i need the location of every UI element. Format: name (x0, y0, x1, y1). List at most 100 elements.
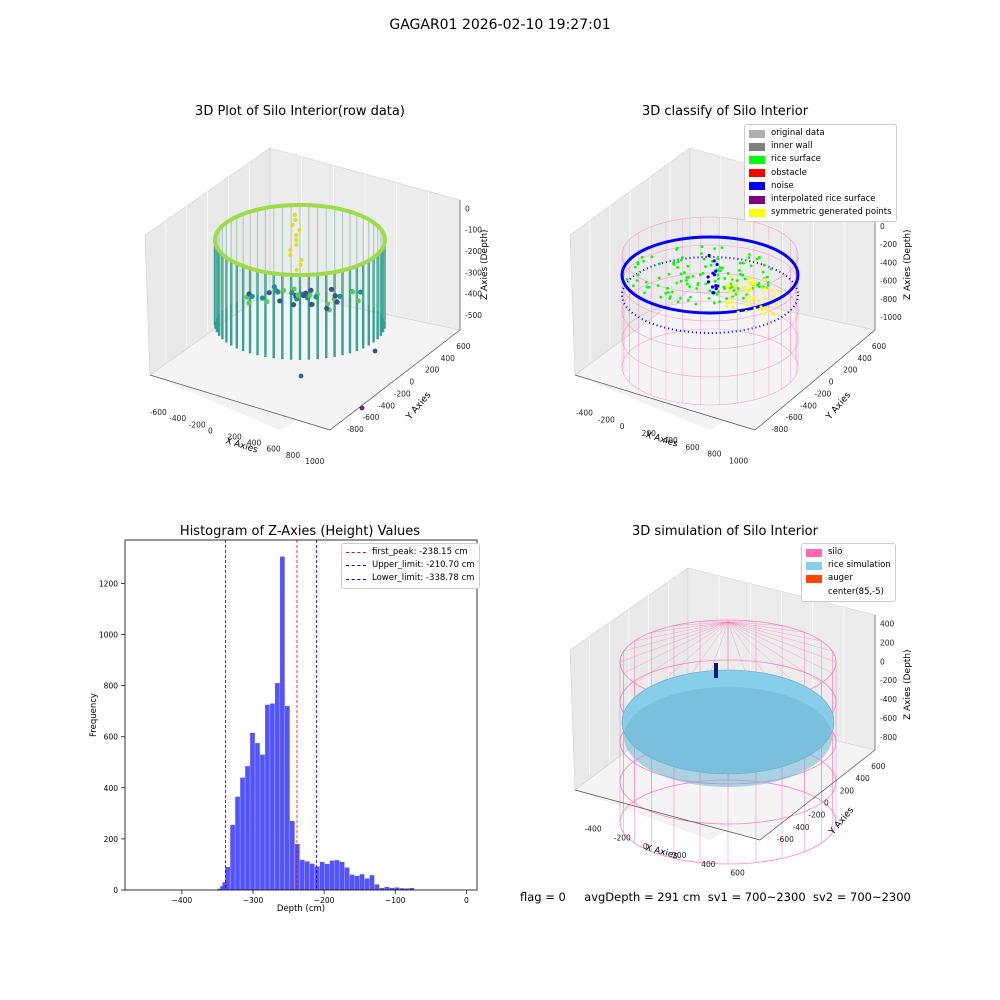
symmetric-point (746, 289, 749, 292)
floor-point (358, 289, 363, 294)
panel2-title: 3D classify of Silo Interior (575, 104, 875, 119)
histogram-bar (275, 683, 280, 890)
y-tick-label: -800 (771, 425, 788, 434)
rice-surface-point (762, 271, 765, 274)
auger-marker (714, 663, 718, 678)
y-tick-label: 200 (104, 835, 119, 844)
x-tick-label: -200 (614, 833, 631, 842)
floor-point (329, 287, 334, 292)
floor-point (264, 299, 269, 304)
symmetric-point (750, 283, 753, 286)
legend-item-lower-limit: Lower_limit: -338.78 cm (346, 572, 475, 585)
noise-point (708, 254, 711, 257)
rice-surface-point (738, 269, 741, 272)
rice-surface-point (713, 302, 716, 305)
floor-point (272, 284, 277, 289)
x-tick-label: 0 (620, 422, 625, 431)
x-tick-label: 600 (730, 869, 745, 878)
rice-surface-point (725, 297, 728, 300)
histogram-bar (265, 705, 270, 890)
symmetric-point (731, 305, 734, 308)
symmetric-point (742, 286, 745, 289)
rice-surface-point (742, 297, 745, 300)
symmetric-point (745, 310, 748, 313)
histogram-bar (365, 879, 370, 890)
rice-surface-point (718, 300, 721, 303)
y-tick-label: -600 (786, 413, 803, 422)
symmetric-point (763, 278, 766, 281)
histogram-bar (240, 778, 245, 890)
z-tick-label: 400 (880, 620, 895, 629)
symmetric-point (730, 301, 733, 304)
histogram-bar (385, 887, 390, 890)
histogram-bar (230, 825, 235, 890)
histogram-bar (310, 864, 315, 890)
rice-surface-point (723, 277, 726, 280)
rice-surface-point (767, 284, 770, 287)
rice-surface-point (689, 296, 692, 299)
histogram-bar (330, 861, 335, 890)
histogram-bar (355, 876, 360, 890)
floor-point (309, 302, 314, 307)
outlier-point (373, 349, 378, 354)
rice-surface-point (756, 258, 759, 261)
floor-point (325, 301, 330, 306)
outlier-point (299, 374, 304, 379)
rice-surface-point (668, 273, 671, 276)
histogram-bar (235, 797, 240, 890)
panel1-3d-scatter: -600-400-20002004006008001000-800-600-40… (130, 130, 500, 470)
noise-point (714, 284, 717, 287)
column-point (297, 228, 301, 232)
histogram-bar (340, 862, 345, 890)
legend-item-first-peak: first_peak: -238.15 cm (346, 546, 475, 559)
z-tick-label: 0 (880, 657, 885, 666)
floor-point (301, 293, 306, 298)
panel1-title: 3D Plot of Silo Interior(row data) (150, 104, 450, 119)
y-tick-label: 600 (871, 762, 886, 771)
rice-surface-point (748, 256, 751, 259)
rice-surface-point (695, 287, 698, 290)
column-point (288, 253, 292, 257)
y-tick-label: 1000 (99, 631, 118, 640)
rice-surface-point (680, 259, 683, 262)
floor-point (275, 289, 280, 294)
floor-point (291, 302, 296, 307)
column-point (299, 258, 303, 262)
rice-surface-point (675, 248, 678, 251)
panel4-zlabel: Z Axies (Depth) (903, 649, 913, 720)
symmetric-point (778, 290, 781, 293)
rice-surface-point (688, 285, 691, 288)
y-tick-label: 600 (872, 342, 887, 351)
y-tick-label: 200 (843, 366, 858, 375)
rice-surface-point (643, 291, 646, 294)
rice-surface-point (657, 284, 660, 287)
symmetric-point (725, 305, 728, 308)
floor-point (250, 294, 255, 299)
column-point (295, 268, 299, 272)
legend-item-rice-simulation: rice simulation (806, 559, 891, 572)
symmetric-point (775, 303, 778, 306)
y-tick-label: 400 (104, 784, 119, 793)
floor-point (295, 292, 300, 297)
symmetric-point (753, 307, 756, 310)
column-point (293, 218, 297, 222)
hist-xlabel: Depth (cm) (277, 904, 325, 914)
status-line: flag = 0 avgDepth = 291 cm sv1 = 700~230… (520, 890, 911, 904)
rice-surface-point (671, 291, 674, 294)
x-tick-label: -200 (598, 415, 615, 424)
rice-surface-point (703, 258, 706, 261)
rice-surface-point (699, 273, 702, 276)
panel2-legend: original data inner wall rice surface ob… (744, 124, 897, 222)
column-point (293, 213, 297, 217)
symmetric-point (731, 297, 734, 300)
rice-surface-point (766, 276, 769, 279)
x-tick-label: 400 (701, 860, 716, 869)
noise-point (713, 259, 716, 262)
rice-surface-point (721, 267, 724, 270)
rice-surface-point (658, 262, 661, 265)
legend-item-interpolated: interpolated rice surface (749, 193, 892, 206)
rice-surface-point (673, 263, 676, 266)
floor-point (356, 298, 361, 303)
z-tick-label: -800 (880, 733, 897, 742)
rice-surface-point (632, 284, 635, 287)
